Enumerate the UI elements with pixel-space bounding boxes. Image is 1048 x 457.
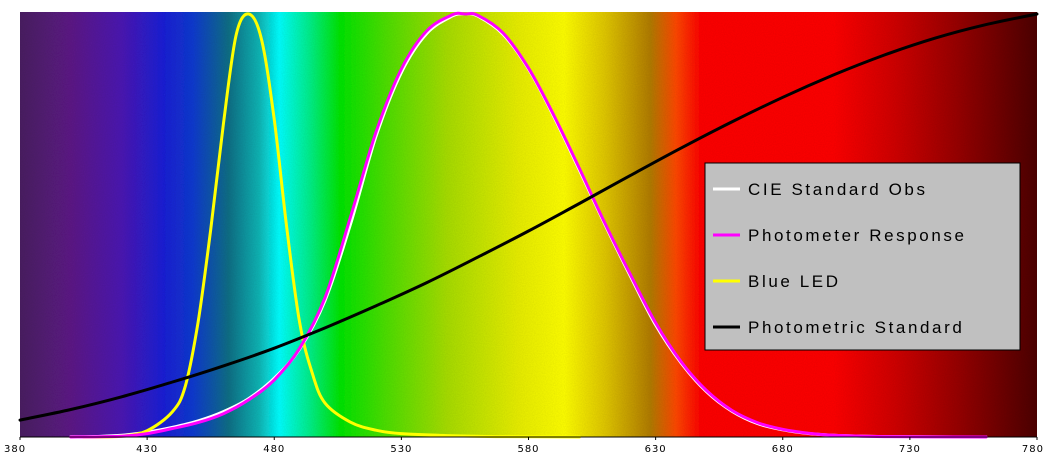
x-tick-label: 630: [645, 444, 667, 455]
legend-label-cie: CIE Standard Obs: [748, 180, 928, 199]
x-tick-label: 780: [1022, 444, 1044, 455]
x-tick-label: 680: [772, 444, 794, 455]
legend-box: [704, 162, 1021, 351]
series-line-photometric-standard: [18, 12, 1039, 422]
series-layer: [18, 11, 1039, 439]
x-tick-label: 380: [4, 444, 26, 455]
series-line-blue-led: [82, 12, 581, 439]
x-tick-label: 580: [517, 444, 539, 455]
legend-label-photometric-standard: Photometric Standard: [748, 318, 964, 337]
legend-label-photometer: Photometer Response: [748, 226, 967, 245]
x-tick-label: 730: [899, 444, 921, 455]
series-line-photometer-response: [69, 11, 988, 439]
x-tick-label: 530: [390, 444, 412, 455]
x-tick-label: 430: [136, 444, 158, 455]
legend: CIE Standard Obs Photometer Response Blu…: [704, 162, 1021, 351]
x-axis: 380 430 480 530 580 630 680 730 780: [4, 436, 1044, 455]
x-tick-label: 480: [263, 444, 285, 455]
legend-label-blue-led: Blue LED: [748, 272, 841, 291]
